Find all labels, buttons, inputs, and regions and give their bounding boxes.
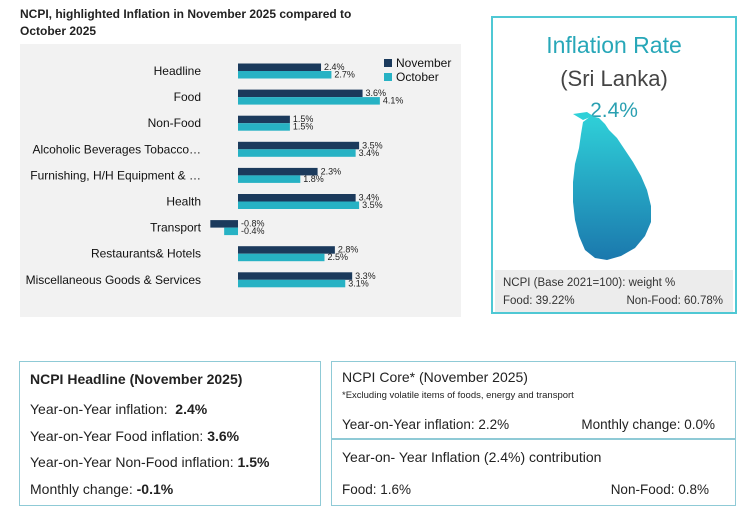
bar-november <box>238 194 356 202</box>
inflation-rate-value: 2.4% <box>590 99 638 122</box>
legend-label: October <box>396 70 439 84</box>
value-label: 1.5% <box>293 122 314 132</box>
headline-panel: NCPI Headline (November 2025) Year-on-Ye… <box>19 361 321 506</box>
nonfood-weight: Non-Food: 60.78% <box>626 295 723 307</box>
headline-nonfood-label: Year-on-Year Non-Food inflation: <box>30 454 238 470</box>
category-label: Miscellaneous Goods & Services <box>26 273 201 287</box>
country-label: (Sri Lanka) <box>560 66 668 91</box>
core-note: *Excluding volatile items of foods, ener… <box>342 390 574 401</box>
bar-november <box>238 115 290 124</box>
bar-chart: Headline 2.4%2.7% Food 3.6%4.1% Non-Food 1.5%… <box>26 56 452 288</box>
category-label: Transport <box>150 221 202 235</box>
category-label: Food <box>174 90 201 104</box>
headline-title: NCPI Headline (November 2025) <box>30 371 243 387</box>
bar-october <box>238 71 332 79</box>
core-monthly: Monthly change: 0.0% <box>581 417 715 432</box>
bar-november <box>238 272 353 280</box>
chart-panel: Headline 2.4% 2.7% Food 3.6% 4.1% Non-Food 1.5%… <box>20 44 461 317</box>
headline-food: Year-on-Year Food inflation: 3.6% <box>30 428 239 444</box>
value-label: 3.4% <box>359 148 380 158</box>
value-label: 1.8% <box>303 174 324 184</box>
contribution-title: Year-on- Year Inflation (2.4%) contribut… <box>342 449 602 465</box>
inflation-rate-card: Inflation Rate (Sri Lanka) 2.4% NCPI (Ba… <box>491 16 737 314</box>
food-weight: Food: 39.22% <box>503 295 575 307</box>
headline-yoy: Year-on-Year inflation: 2.4% <box>30 401 207 417</box>
value-label: 1.5% <box>293 114 314 124</box>
bar-november <box>238 89 363 98</box>
category-label: Alcoholic Beverages Tobacco… <box>32 142 201 156</box>
bar-october <box>238 175 301 183</box>
value-label: 2.5% <box>328 252 349 262</box>
category-label: Furnishing, H/H Equipment & … <box>30 168 201 182</box>
headline-monthly: Monthly change: -0.1% <box>30 481 173 497</box>
bar-october <box>238 149 356 157</box>
bar-november <box>238 63 322 71</box>
value-label: 3.3% <box>355 271 376 281</box>
core-yoy: Year-on-Year inflation: 2.2% <box>342 417 510 432</box>
category-label: Non-Food <box>148 116 201 130</box>
value-label: -0.4% <box>241 226 265 236</box>
sri-lanka-map-icon <box>573 112 651 260</box>
legend-label: November <box>396 56 451 70</box>
headline-monthly-label: Monthly change: <box>30 481 137 497</box>
value-label: 3.1% <box>348 278 369 288</box>
value-label: 2.8% <box>338 245 359 255</box>
value-label: 3.5% <box>362 140 383 150</box>
core-panel: NCPI Core* (November 2025) *Excluding vo… <box>331 361 736 439</box>
category-label: Headline <box>154 64 202 78</box>
bar-november <box>238 246 335 254</box>
chart-title: NCPI, highlighted Inflation in November … <box>20 7 352 38</box>
legend-swatch-october <box>384 73 392 81</box>
bar-november <box>238 141 360 150</box>
bar-october <box>238 201 360 209</box>
bar-october <box>224 227 238 236</box>
weights-box: NCPI (Base 2021=100): weight % Food: 39.… <box>495 270 733 312</box>
bar-october <box>238 97 380 105</box>
value-label: -0.8% <box>241 219 265 229</box>
headline-monthly-value: -0.1% <box>136 481 174 497</box>
headline-nonfood: Year-on-Year Non-Food inflation: 1.5% <box>30 454 269 470</box>
bar-october <box>238 279 346 288</box>
value-label: 2.3% <box>321 166 342 176</box>
core-title: NCPI Core* (November 2025) <box>342 369 528 385</box>
weights-title: NCPI (Base 2021=100): weight % <box>503 277 676 289</box>
bar-october <box>238 253 325 262</box>
value-label: 2.7% <box>334 70 355 80</box>
headline-food-label: Year-on-Year Food inflation: <box>30 428 208 444</box>
contribution-panel: Year-on- Year Inflation (2.4%) contribut… <box>331 439 736 506</box>
value-label: 3.5% <box>362 200 383 210</box>
headline-food-value: 3.6% <box>207 428 240 444</box>
category-label: Health <box>166 195 201 209</box>
value-label: 3.4% <box>359 193 380 203</box>
value-label: 2.4% <box>324 62 345 72</box>
value-label: 3.6% <box>366 88 387 98</box>
headline-yoy-value: 2.4% <box>175 401 208 417</box>
contribution-nonfood: Non-Food: 0.8% <box>610 482 709 497</box>
legend-swatch-november <box>384 59 392 67</box>
contribution-food: Food: 1.6% <box>342 482 412 497</box>
inflation-rate-title: Inflation Rate <box>546 32 682 58</box>
bar-november <box>210 220 238 228</box>
bar-october <box>238 123 290 131</box>
value-label: 4.1% <box>383 96 404 106</box>
headline-nonfood-value: 1.5% <box>237 454 270 470</box>
headline-yoy-label: Year-on-Year inflation: <box>30 401 176 417</box>
category-label: Restaurants& Hotels <box>91 247 201 261</box>
bar-november <box>238 167 318 176</box>
